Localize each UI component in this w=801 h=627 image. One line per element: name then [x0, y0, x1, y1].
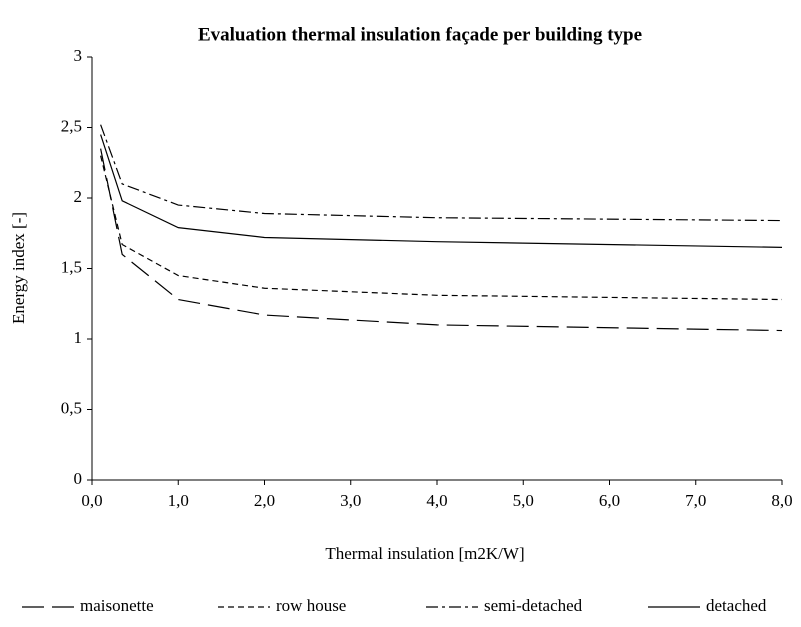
y-axis-label: Energy index [-] [9, 212, 28, 324]
y-tick-label: 1 [74, 328, 83, 347]
legend-label: semi-detached [484, 596, 583, 615]
x-tick-label: 8,0 [771, 491, 792, 510]
series-line [100, 124, 783, 222]
legend-label: detached [706, 596, 767, 615]
series-line [100, 155, 783, 301]
x-tick-label: 5,0 [513, 491, 534, 510]
series-line [100, 134, 783, 248]
x-tick-label: 4,0 [426, 491, 447, 510]
y-tick-label: 0,5 [61, 398, 82, 417]
y-tick-label: 0 [74, 469, 83, 488]
x-tick-label: 7,0 [685, 491, 706, 510]
y-tick-label: 1,5 [61, 257, 82, 276]
chart-title: Evaluation thermal insulation façade per… [198, 24, 642, 45]
x-tick-label: 1,0 [168, 491, 189, 510]
x-tick-label: 6,0 [599, 491, 620, 510]
legend-label: row house [276, 596, 346, 615]
y-tick-label: 3 [74, 46, 83, 65]
x-axis-label: Thermal insulation [m2K/W] [325, 544, 524, 563]
x-tick-label: 2,0 [254, 491, 275, 510]
legend-label: maisonette [80, 596, 154, 615]
y-tick-label: 2 [74, 187, 83, 206]
x-tick-label: 3,0 [340, 491, 361, 510]
series-line [100, 148, 783, 332]
y-tick-label: 2,5 [61, 116, 82, 135]
x-tick-label: 0,0 [81, 491, 102, 510]
